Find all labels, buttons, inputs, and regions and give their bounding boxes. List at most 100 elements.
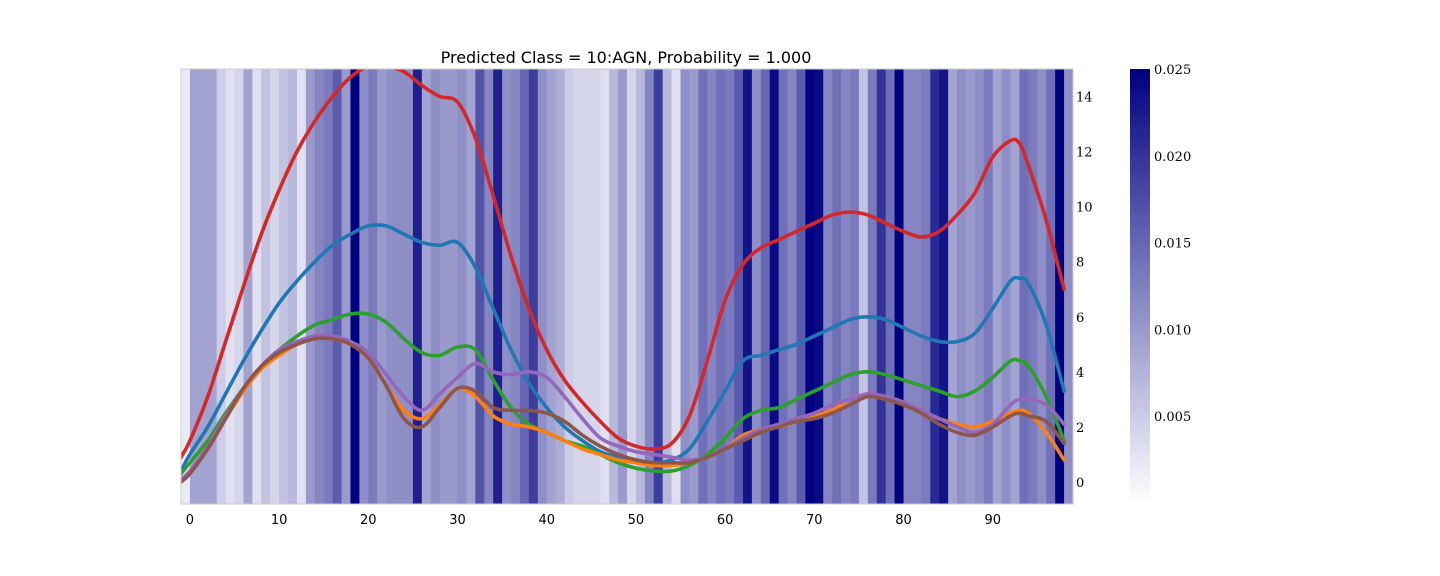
heatmap-cell	[823, 69, 833, 504]
heatmap-cell	[270, 69, 280, 504]
heatmap-background	[181, 69, 1073, 504]
heatmap-cell	[662, 69, 673, 504]
x-tick-label: 20	[360, 513, 377, 528]
heatmap-cell	[466, 69, 476, 504]
heatmap-cell	[189, 69, 200, 504]
heatmap-cell	[885, 69, 896, 504]
heatmap-cell	[519, 69, 530, 504]
heatmap-cell	[546, 69, 557, 504]
series-line-5	[181, 333, 1066, 482]
heatmap-cell	[359, 69, 369, 504]
heatmap-cell	[957, 69, 967, 504]
chart-title: Predicted Class = 10:AGN, Probability = …	[441, 48, 812, 67]
heatmap-cell	[644, 69, 655, 504]
heatmap-cell	[404, 69, 414, 504]
heatmap-cell	[591, 69, 601, 504]
plot-frame	[180, 68, 1074, 505]
heatmap-cell	[1037, 69, 1047, 504]
heatmap-cell	[921, 69, 931, 504]
heatmap-cell	[511, 69, 521, 504]
heatmap-cell	[876, 69, 887, 504]
x-tick-label: 80	[895, 513, 912, 528]
heatmap-cell	[502, 69, 512, 504]
heatmap-cell	[573, 69, 583, 504]
colorbar-tick-label: 0.020	[1154, 150, 1191, 165]
heatmap-cell	[448, 69, 459, 504]
x-tick-label: 60	[717, 513, 734, 528]
y-tick-label: 4	[1076, 366, 1084, 381]
series-lines	[181, 69, 1066, 484]
heatmap-cell	[653, 69, 664, 504]
colorbar-ticks: 0.005 0.010 0.015 0.020 0.025	[1154, 63, 1191, 425]
colorbar-tick-label: 0.025	[1154, 63, 1191, 78]
heatmap-cell	[618, 69, 628, 504]
heatmap-cell	[698, 69, 708, 504]
heatmap-cell	[555, 69, 566, 504]
x-tick-label: 10	[271, 513, 288, 528]
heatmap-cell	[858, 69, 869, 504]
y-tick-label: 12	[1076, 146, 1093, 161]
heatmap-cell	[1055, 69, 1065, 504]
y-tick-label: 10	[1076, 201, 1093, 216]
y-tick-label: 14	[1076, 91, 1093, 106]
heatmap-cell	[680, 69, 691, 504]
heatmap-cell	[1019, 69, 1029, 504]
heatmap-cell	[814, 69, 824, 504]
heatmap-cell	[939, 69, 949, 504]
heatmap-cell	[609, 69, 619, 504]
heatmap-cell	[368, 69, 378, 504]
heatmap-cell	[332, 69, 343, 504]
y-tick-label: 8	[1076, 256, 1084, 271]
heatmap-cell	[903, 69, 914, 504]
heatmap-cell	[1010, 69, 1021, 504]
heatmap-cell	[323, 69, 334, 504]
heatmap-cell	[439, 69, 450, 504]
y-tick-label: 2	[1076, 421, 1084, 436]
heatmap-cell	[305, 69, 316, 504]
heatmap-cell	[279, 69, 289, 504]
x-tick-label: 70	[806, 513, 823, 528]
y-tick-label: 6	[1076, 311, 1084, 326]
heatmap-cell	[742, 69, 753, 504]
heatmap-cell	[261, 69, 271, 504]
y-axis-ticks: 0 2 4 6 8 10 12 14	[1076, 91, 1093, 491]
heatmap-cell	[216, 69, 227, 504]
heatmap-cell	[1064, 69, 1073, 504]
colorbar-tick-label: 0.015	[1154, 237, 1191, 252]
heatmap-cell	[1028, 69, 1038, 504]
heatmap-cell	[734, 69, 744, 504]
heatmap-cell	[582, 69, 592, 504]
heatmap-cell	[671, 69, 682, 504]
x-tick-label: 0	[186, 513, 194, 528]
heatmap-cell	[493, 69, 503, 504]
heatmap-cell	[974, 69, 985, 504]
heatmap-cell	[484, 69, 494, 504]
heatmap-cell	[421, 69, 432, 504]
heatmap-cell	[841, 69, 851, 504]
heatmap-cell	[850, 69, 860, 504]
heatmap-cell	[475, 69, 485, 504]
x-tick-label: 90	[984, 513, 1001, 528]
heatmap-cell	[600, 69, 610, 504]
heatmap-cell	[760, 69, 771, 504]
heatmap-cell	[751, 69, 762, 504]
heatmap-cell	[948, 69, 958, 504]
colorbar	[1130, 69, 1150, 503]
heatmap-cell	[207, 69, 218, 504]
colorbar-tick-label: 0.010	[1154, 323, 1191, 338]
heatmap-cell	[430, 69, 441, 504]
heatmap-cell	[412, 69, 423, 504]
heatmap-cell	[528, 69, 539, 504]
heatmap-cell	[457, 69, 468, 504]
heatmap-cell	[377, 69, 387, 504]
heatmap-cell	[198, 69, 209, 504]
x-tick-label: 40	[538, 513, 555, 528]
heatmap-cell	[296, 69, 307, 504]
heatmap-cell	[930, 69, 940, 504]
heatmap-cell	[912, 69, 922, 504]
heatmap-cell	[787, 69, 798, 504]
series-line-6	[181, 336, 1066, 484]
heatmap-cell	[243, 69, 253, 504]
heatmap-cell	[832, 69, 842, 504]
